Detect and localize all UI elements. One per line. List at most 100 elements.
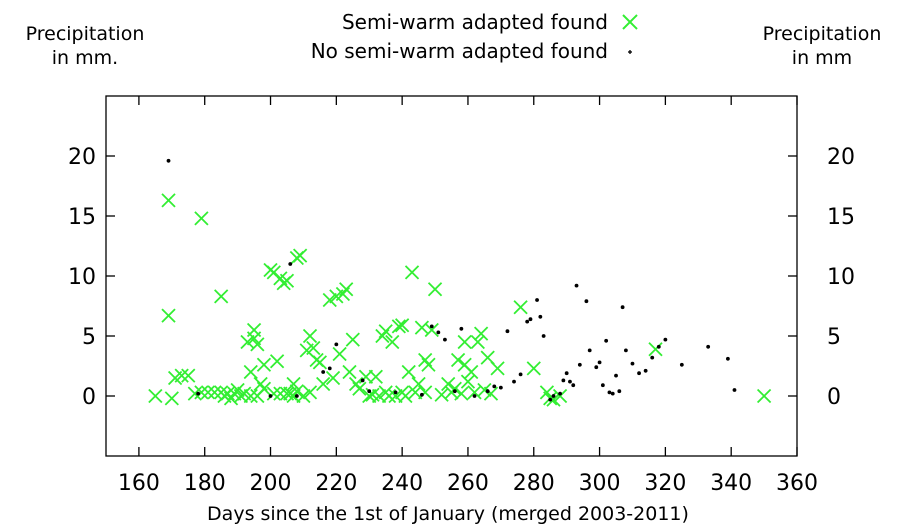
data-point-cross (214, 289, 229, 304)
data-point-cross (289, 384, 304, 399)
data-point-cross (414, 320, 430, 335)
data-point-dot (360, 378, 365, 383)
x-tick-label: 240 (381, 471, 423, 496)
data-point-dot (564, 371, 569, 376)
data-point-cross (148, 388, 163, 404)
data-point-dot (419, 392, 424, 397)
plot-frame (105, 95, 798, 457)
data-point-cross (483, 386, 499, 401)
data-point-cross (470, 334, 485, 350)
data-point-cross (490, 361, 505, 376)
data-point-dot (610, 391, 615, 396)
data-point-cross (161, 193, 176, 208)
data-point-dot (663, 337, 668, 342)
x-tick-label: 280 (513, 471, 555, 496)
data-point-cross (378, 324, 393, 339)
data-point-cross (332, 346, 347, 362)
y-axis-right-ticks: 0 5 10 15 20 (788, 145, 855, 410)
data-point-dot (288, 262, 293, 266)
data-point-dot (498, 385, 503, 390)
data-point-cross (296, 388, 311, 404)
y-axis-left-label: Precipitation in mm. (26, 23, 145, 69)
data-point-cross (381, 388, 397, 404)
data-point-cross (256, 381, 272, 396)
y-tick-label-left: 5 (82, 325, 96, 350)
data-point-cross (302, 328, 318, 344)
data-point-dot (561, 378, 566, 383)
data-point-cross (302, 385, 318, 400)
data-point-dot (485, 389, 490, 394)
x-tick-label: 360 (776, 471, 818, 496)
data-point-cross (395, 318, 410, 333)
data-point-cross (345, 332, 360, 347)
data-point-cross (404, 265, 420, 280)
data-point-dot (512, 379, 516, 384)
legend-marker-cross (622, 14, 638, 30)
data-point-cross (194, 385, 209, 400)
data-point-dot (656, 344, 661, 349)
data-point-cross (464, 364, 479, 380)
data-point-dot (196, 391, 201, 396)
data-point-dot (393, 390, 398, 395)
x-tick-label: 160 (118, 471, 160, 496)
series-no-semi-warm-found (166, 158, 737, 402)
x-tick-label: 200 (250, 471, 292, 496)
data-point-dot (166, 158, 171, 163)
y-tick-label-right: 5 (827, 325, 841, 350)
data-point-dot (268, 394, 273, 398)
data-point-dot (604, 338, 609, 343)
data-point-dot (587, 348, 592, 353)
data-point-dot (551, 394, 556, 398)
data-point-cross (756, 388, 772, 404)
data-point-cross (477, 382, 492, 398)
y-axis-left-ticks: 0 5 10 15 20 (68, 145, 115, 410)
y-tick-label-left: 10 (68, 265, 96, 290)
data-point-dot (548, 397, 553, 402)
y-tick-label-left: 20 (68, 145, 96, 170)
x-tick-label: 300 (579, 471, 621, 496)
data-point-cross (648, 342, 663, 357)
data-point-cross (552, 388, 568, 404)
data-point-dot (334, 342, 339, 347)
x-tick-label: 340 (710, 471, 752, 496)
data-point-dot (577, 362, 582, 367)
x-tick-label: 220 (315, 471, 357, 496)
data-point-dot (321, 370, 326, 374)
data-point-dot (568, 379, 572, 384)
legend-label-semi-warm-found: Semi-warm adapted found (342, 10, 608, 34)
data-point-dot (459, 326, 464, 331)
y-tick-label-left: 0 (82, 385, 96, 410)
data-point-cross (546, 392, 561, 407)
data-point-cross (243, 388, 258, 404)
data-point-cross (339, 282, 354, 297)
data-point-cross (161, 308, 176, 323)
data-point-dot (443, 337, 447, 342)
data-point-cross (325, 370, 341, 386)
data-point-dot (597, 360, 602, 365)
data-point-dot (429, 324, 434, 329)
data-point-dot (518, 372, 523, 377)
data-point-dot (584, 299, 589, 304)
x-axis-label: Days since the 1st of January (merged 20… (207, 503, 689, 524)
data-point-cross (322, 292, 337, 308)
legend: Semi-warm adapted found No semi-warm ada… (311, 10, 638, 63)
plot-border (105, 95, 798, 457)
data-point-cross (181, 368, 196, 383)
data-point-cross (256, 357, 272, 372)
data-point-cross (306, 340, 321, 356)
data-point-cross (316, 376, 331, 392)
data-point-cross (460, 374, 476, 389)
data-point-cross (174, 368, 189, 383)
data-point-dot (732, 388, 737, 392)
data-point-dot (620, 305, 625, 310)
data-point-cross (398, 388, 413, 404)
y-tick-label-right: 10 (827, 265, 855, 290)
data-point-dot (706, 344, 711, 349)
legend-label-no-semi-warm-found: No semi-warm adapted found (311, 39, 608, 63)
data-point-cross (279, 273, 295, 288)
data-point-cross (454, 386, 469, 401)
data-point-dot (452, 389, 457, 394)
data-point-dot (294, 394, 299, 398)
data-point-cross (342, 364, 357, 380)
data-point-cross (312, 355, 328, 370)
